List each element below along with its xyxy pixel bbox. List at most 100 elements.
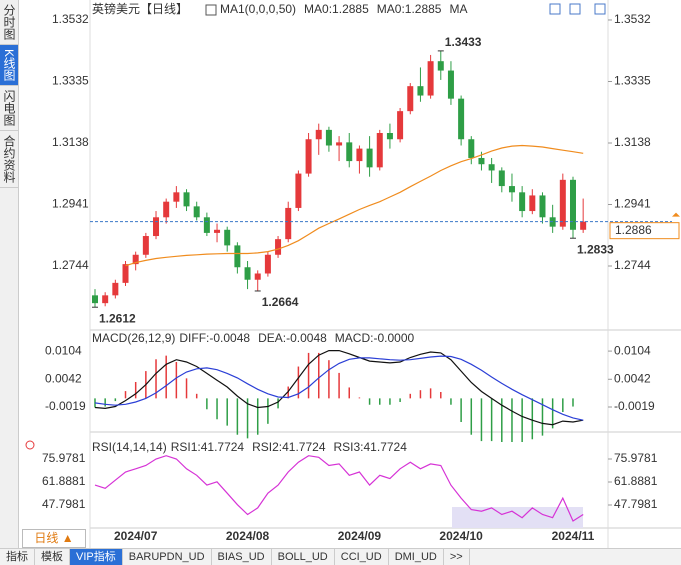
- candle-body: [203, 217, 210, 233]
- side-tab[interactable]: K线图: [0, 45, 18, 87]
- candle-body: [508, 186, 515, 193]
- x-tick-label: 2024/07: [114, 529, 158, 543]
- candle-body: [417, 86, 424, 96]
- legend-entry: MACD:-0.0000: [335, 331, 415, 345]
- y-tick-label: -0.0019: [614, 399, 655, 413]
- legend-entry: MA1(0,0,0,50): [220, 2, 296, 16]
- candle-body: [346, 142, 353, 162]
- candle-body: [224, 229, 231, 246]
- candle-body: [468, 139, 475, 158]
- candle-body: [498, 170, 505, 187]
- y-tick-label: 1.3138: [614, 135, 651, 149]
- candle-body: [559, 179, 566, 227]
- candle-body: [132, 254, 139, 265]
- x-tick-label: 2024/08: [226, 529, 270, 543]
- candle-body: [437, 61, 444, 71]
- y-tick-label-left: 47.7981: [42, 497, 86, 511]
- candle-body: [102, 295, 109, 304]
- y-tick-label: 1.3335: [614, 74, 651, 88]
- candle-body: [427, 61, 434, 96]
- icon[interactable]: [594, 3, 606, 15]
- y-tick-label: 1.3532: [614, 12, 651, 26]
- annotation-label: 1.2612: [99, 311, 136, 325]
- legend-entry: RSI1:41.7724: [171, 440, 245, 454]
- toolbar-tab[interactable]: VIP指标: [70, 549, 123, 565]
- candle-body: [529, 195, 536, 212]
- last-price-arrow: [672, 212, 680, 217]
- candle-body: [92, 295, 98, 304]
- candle-body: [386, 132, 393, 140]
- window-icons: [549, 3, 606, 15]
- y-tick-label-left: 75.9781: [42, 451, 86, 465]
- y-tick-label-left: 1.3138: [52, 135, 89, 149]
- toolbar-tab[interactable]: >>: [444, 549, 470, 565]
- y-tick-label: 47.7981: [614, 497, 658, 511]
- y-tick-label-left: 1.2941: [52, 197, 89, 211]
- candle-body: [244, 267, 251, 280]
- toolbar-tab[interactable]: CCI_UD: [335, 549, 389, 565]
- toolbar-tab[interactable]: 模板: [35, 549, 70, 565]
- icon[interactable]: [569, 3, 581, 15]
- side-tab[interactable]: 分时图: [0, 0, 18, 45]
- candle-body: [478, 157, 485, 165]
- side-tab[interactable]: 合约资料: [0, 131, 18, 189]
- candle-body: [285, 207, 292, 240]
- dea-line: [94, 355, 584, 421]
- sidebar: 分时图 K线图 闪电图 合约资料: [0, 0, 19, 548]
- y-tick-label: 61.8881: [614, 474, 658, 488]
- candle-body: [193, 206, 200, 218]
- y-tick-label: 0.0042: [614, 371, 651, 385]
- candle-body: [183, 192, 190, 207]
- annotation-label: 1.3433: [445, 35, 482, 49]
- candle-body: [325, 129, 332, 146]
- candle-body: [366, 148, 373, 168]
- candle-body: [488, 164, 495, 171]
- legend-entry: RSI3:41.7724: [334, 440, 408, 454]
- x-tick-label: 2024/09: [338, 529, 382, 543]
- annotation-label: 1.2664: [262, 295, 299, 309]
- y-tick-label-left: 1.2744: [52, 258, 89, 272]
- toolbar-tab[interactable]: BARUPDN_UD: [123, 549, 212, 565]
- toolbar-tab[interactable]: 指标: [0, 549, 35, 565]
- indicator-label: MACD(26,12,9): [92, 331, 175, 345]
- y-tick-label-left: 1.3335: [52, 74, 89, 88]
- candle-body: [397, 111, 404, 140]
- candle-body: [254, 273, 261, 280]
- candle-body: [275, 239, 282, 255]
- icon[interactable]: [549, 3, 561, 15]
- candle-body: [356, 148, 363, 162]
- period-label: 【日线】: [140, 2, 188, 16]
- y-tick-label: 75.9781: [614, 451, 658, 465]
- candle-body: [336, 142, 343, 146]
- settings-icon[interactable]: [25, 440, 35, 450]
- candle-body: [295, 173, 302, 208]
- y-tick-label: 1.2744: [614, 258, 651, 272]
- y-tick-label: 0.0104: [614, 343, 651, 357]
- toolbar-tab[interactable]: BIAS_UD: [212, 549, 272, 565]
- toolbar-tab[interactable]: DMI_UD: [389, 549, 444, 565]
- ma-line: [125, 144, 584, 267]
- legend-entry: DEA:-0.0048: [258, 331, 327, 345]
- legend-entry: RSI2:41.7724: [252, 440, 326, 454]
- candle-body: [305, 139, 312, 174]
- legend-entry: MA: [449, 2, 467, 16]
- indicator-icon: [205, 4, 217, 16]
- toolbar-tab[interactable]: BOLL_UD: [272, 549, 335, 565]
- indicator-label: RSI(14,14,14): [92, 440, 167, 454]
- candle-body: [539, 195, 546, 218]
- candle-body: [173, 192, 180, 202]
- candle-body: [376, 132, 383, 168]
- toolbar: 指标 模板 VIP指标 BARUPDN_UD BIAS_UD BOLL_UD CCI_UD D…: [0, 548, 681, 565]
- candle-body: [447, 70, 454, 99]
- rsi-highlight: [452, 507, 583, 528]
- candle-body: [315, 129, 322, 140]
- period-button[interactable]: 日线 ▲: [22, 529, 86, 548]
- y-tick-label-left: 0.0104: [45, 343, 82, 357]
- last-price-label: 1.2886: [615, 223, 652, 237]
- y-tick-label-left: 1.3532: [52, 12, 89, 26]
- legend-entry: MA0:1.2885: [304, 2, 369, 16]
- candle-body: [163, 201, 170, 218]
- candle-body: [407, 86, 414, 112]
- side-tab[interactable]: 闪电图: [0, 86, 18, 132]
